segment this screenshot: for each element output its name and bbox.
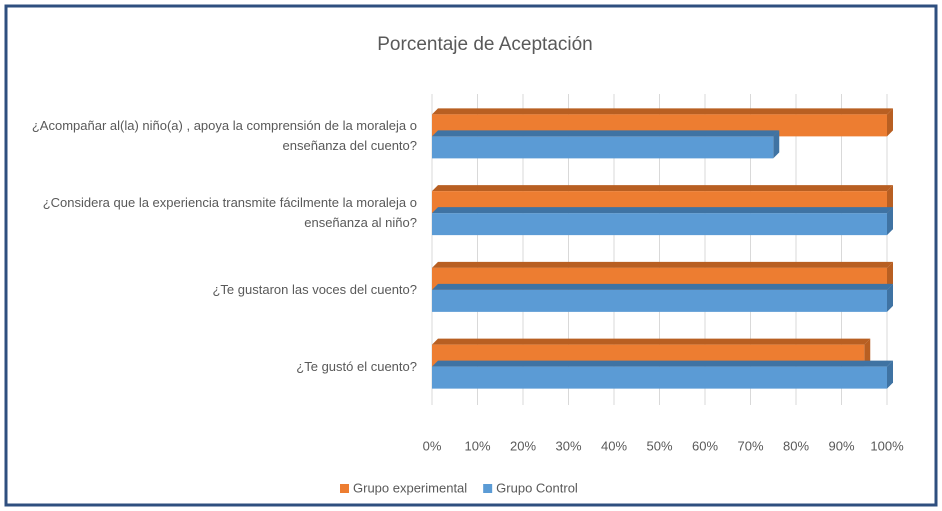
legend-label: Grupo experimental: [353, 480, 467, 495]
bar-side: [887, 283, 893, 312]
frame: [4, 4, 938, 507]
x-tick-label: 40%: [601, 438, 627, 453]
bar-side: [887, 185, 893, 214]
legend-swatch: [483, 484, 493, 493]
bar-side: [887, 207, 893, 236]
bar-side: [887, 261, 893, 290]
bar: [432, 289, 887, 312]
x-tick-label: 80%: [783, 438, 809, 453]
bar-top: [432, 207, 893, 214]
bar: [432, 366, 887, 389]
bar-top: [432, 283, 893, 290]
x-tick-label: 0%: [423, 438, 442, 453]
x-tick-label: 60%: [692, 438, 718, 453]
bar: [432, 213, 887, 236]
legend-swatch: [340, 484, 349, 493]
bar-top: [432, 338, 871, 345]
x-tick-label: 50%: [646, 438, 672, 453]
bar-top: [432, 185, 893, 192]
legend-label: Grupo Control: [496, 480, 578, 495]
bar-side: [773, 130, 780, 159]
bar-side: [887, 360, 893, 389]
y-tick-label: ¿Te gustaron las voces del cuento?: [212, 281, 417, 297]
x-tick-label: 90%: [828, 438, 854, 453]
bar-top: [432, 261, 893, 268]
bar: [432, 136, 774, 159]
bar-top: [432, 360, 893, 367]
x-tick-label: 100%: [870, 438, 904, 453]
y-tick-label: ¿Te gustó el cuento?: [296, 358, 417, 374]
x-tick-label: 70%: [737, 438, 763, 453]
bar-side: [864, 338, 871, 367]
y-tick-label: ¿Considera que la experiencia transmite …: [42, 195, 417, 231]
bar-side: [887, 108, 893, 137]
bar-top: [432, 130, 780, 137]
x-tick-label: 20%: [510, 438, 536, 453]
chart-title: Porcentaje de Aceptación: [377, 34, 593, 55]
x-tick-label: 30%: [555, 438, 581, 453]
bar-top: [432, 108, 893, 115]
x-tick-label: 10%: [464, 438, 490, 453]
y-tick-label: ¿Acompañar al(la) niño(a) , apoya la com…: [31, 118, 417, 154]
